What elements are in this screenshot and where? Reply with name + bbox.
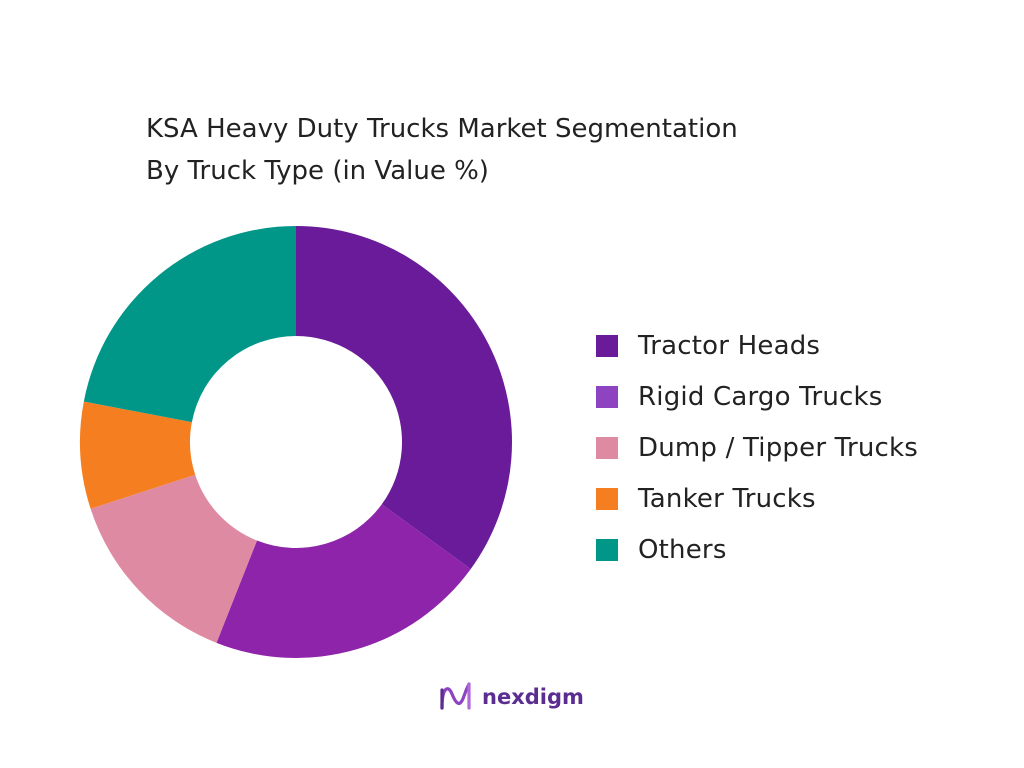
nexdigm-logo: nexdigm: [436, 678, 584, 716]
legend-swatch: [596, 385, 618, 408]
chart-title-line-1: KSA Heavy Duty Trucks Market Segmentatio…: [146, 114, 738, 144]
donut-slice-tanker-trucks: [79, 401, 196, 509]
legend-label: Others: [638, 534, 727, 565]
legend-item-dump-tipper-trucks: Dump / Tipper Trucks: [596, 422, 918, 473]
legend-item-tanker-trucks: Tanker Trucks: [596, 473, 918, 524]
legend-swatch: [596, 487, 618, 510]
legend-swatch: [596, 538, 618, 561]
legend-label: Tractor Heads: [638, 330, 821, 361]
chart-title: KSA Heavy Duty Trucks Market Segmentatio…: [146, 108, 906, 192]
donut-slice-tractor-heads: [296, 226, 512, 569]
legend-swatch: [596, 436, 618, 459]
legend-item-rigid-cargo-trucks: Rigid Cargo Trucks: [596, 371, 918, 422]
legend-label: Dump / Tipper Trucks: [638, 432, 919, 463]
legend-label: Tanker Trucks: [638, 483, 816, 514]
legend-swatch: [596, 334, 618, 357]
legend-item-tractor-heads: Tractor Heads: [596, 320, 918, 371]
donut-slice-dump-tipper-trucks: [90, 474, 257, 643]
donut-slice-others: [83, 226, 296, 423]
logo-brand-text: nexdigm: [482, 685, 584, 709]
legend-item-others: Others: [596, 524, 918, 575]
chart-title-line-2: By Truck Type (in Value %): [146, 156, 489, 186]
legend-label: Rigid Cargo Trucks: [638, 381, 883, 412]
chart-legend: Tractor Heads Rigid Cargo Trucks Dump / …: [596, 320, 918, 575]
donut-slice-rigid-cargo-trucks: [216, 504, 471, 659]
nexdigm-logo-icon: [440, 682, 471, 710]
